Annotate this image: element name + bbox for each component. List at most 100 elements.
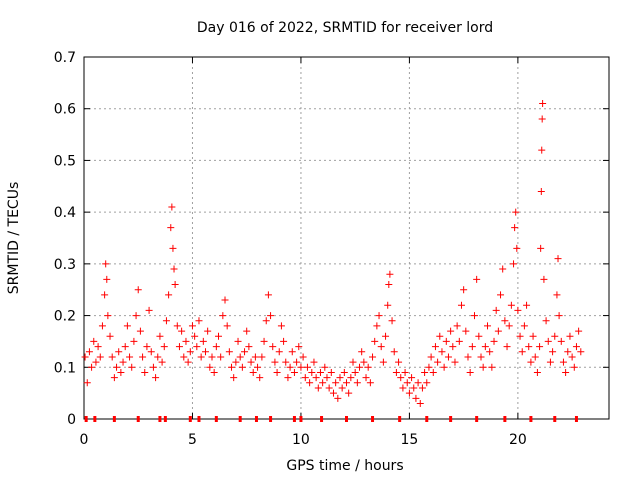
data-point [577, 348, 585, 356]
data-point [503, 343, 511, 351]
data-point [559, 358, 567, 366]
data-point [85, 348, 93, 356]
data-point [316, 368, 324, 376]
data-point [319, 379, 327, 387]
data-point [152, 374, 160, 382]
data-point [325, 384, 333, 392]
data-point [212, 343, 220, 351]
data-point [132, 312, 140, 320]
data-point [167, 224, 175, 232]
data-point [303, 363, 311, 371]
x-axis-label: GPS time / hours [286, 458, 403, 474]
data-point [371, 337, 379, 345]
chart-title: Day 016 of 2022, SRMTID for receiver lor… [197, 20, 493, 36]
data-point [449, 343, 457, 351]
y-axis-label: SRMTID / TECUs [6, 182, 22, 295]
y-tick-label: 0 [67, 412, 76, 428]
data-point [395, 358, 403, 366]
data-point [572, 343, 580, 351]
data-point [427, 353, 435, 361]
data-point [466, 368, 474, 376]
data-point [470, 312, 478, 320]
data-point [254, 363, 262, 371]
data-point [306, 379, 314, 387]
data-point [271, 358, 279, 366]
data-point [494, 327, 502, 335]
data-point [117, 368, 125, 376]
data-point [264, 291, 272, 299]
data-point [199, 337, 207, 345]
data-point [531, 353, 539, 361]
data-point [436, 332, 444, 340]
data-point [113, 363, 121, 371]
data-point [101, 291, 109, 299]
data-point [293, 358, 301, 366]
data-point [512, 208, 520, 216]
data-point [492, 306, 500, 314]
data-point [453, 322, 461, 330]
data-point [336, 374, 344, 382]
data-point [501, 317, 509, 325]
data-point [575, 327, 583, 335]
data-point [149, 363, 157, 371]
data-point [539, 100, 547, 108]
data-point [514, 306, 522, 314]
data-point [440, 363, 448, 371]
data-point [225, 348, 233, 356]
data-point [481, 343, 489, 351]
data-point [147, 348, 155, 356]
data-point [379, 358, 387, 366]
data-point [217, 353, 225, 361]
data-point [243, 327, 251, 335]
data-point [134, 286, 142, 294]
data-point [197, 353, 205, 361]
data-point [275, 348, 283, 356]
data-point [88, 363, 96, 371]
data-point [267, 312, 275, 320]
data-point [351, 368, 359, 376]
data-point [423, 379, 431, 387]
data-point [451, 358, 459, 366]
data-point [340, 368, 348, 376]
data-point [523, 301, 531, 309]
data-point [538, 146, 546, 154]
data-point [158, 358, 166, 366]
data-point [397, 374, 405, 382]
data-point [462, 327, 470, 335]
data-point [562, 368, 570, 376]
data-point [431, 343, 439, 351]
data-point [119, 358, 127, 366]
data-point [92, 358, 100, 366]
data-point [538, 115, 546, 123]
data-point [384, 301, 392, 309]
data-point [544, 337, 552, 345]
y-tick-labels: 0 0.1 0.2 0.3 0.4 0.5 0.6 0.7 [54, 50, 76, 428]
data-point [262, 317, 270, 325]
data-point [260, 337, 268, 345]
data-point [269, 343, 277, 351]
data-point [510, 260, 518, 268]
data-point [554, 255, 562, 263]
data-point [301, 374, 309, 382]
data-point [546, 358, 554, 366]
data-point [249, 368, 257, 376]
data-point [525, 343, 533, 351]
data-point [256, 374, 264, 382]
data-point [373, 322, 381, 330]
data-point [126, 353, 134, 361]
data-point [219, 312, 227, 320]
data-point [156, 332, 164, 340]
data-point [191, 332, 199, 340]
data-point [143, 343, 151, 351]
data-point [377, 343, 385, 351]
data-point [121, 343, 129, 351]
data-point [184, 358, 192, 366]
data-point [438, 348, 446, 356]
data-point [516, 332, 524, 340]
data-point [479, 363, 487, 371]
data-point [108, 353, 116, 361]
data-point [369, 353, 377, 361]
data-point [347, 374, 355, 382]
data-point [178, 327, 186, 335]
